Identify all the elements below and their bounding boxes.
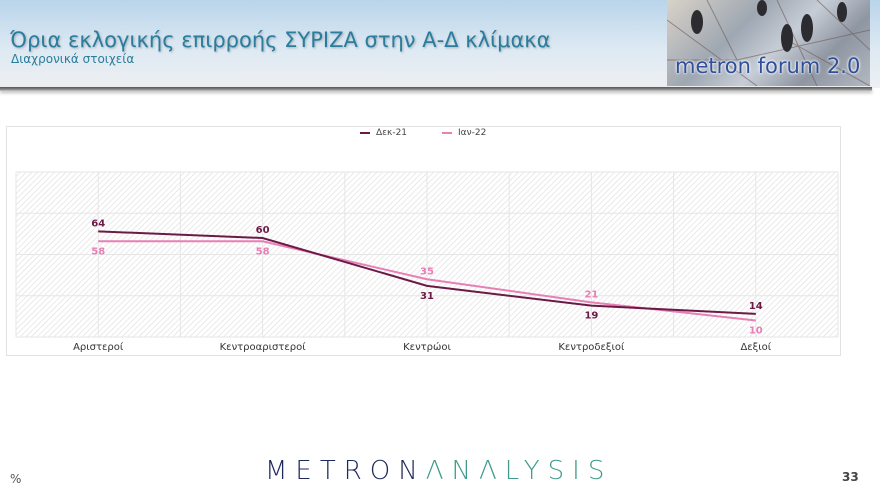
unit-label: %: [10, 472, 22, 486]
x-axis-label: Κεντροαριστεροί: [219, 342, 306, 353]
data-label: 31: [420, 291, 434, 302]
x-axis-label: Κεντρώοι: [403, 342, 451, 353]
x-axis-label: Αριστεροί: [73, 342, 124, 353]
data-label: 35: [420, 266, 434, 277]
data-labels: 64 60 31 19 14 58 58 35 21 10: [91, 218, 763, 336]
data-label: 19: [584, 311, 598, 322]
data-label: 10: [749, 326, 763, 337]
legend-item-jan22: Ιαν-22: [442, 128, 486, 138]
legend-swatch-jan22: [442, 132, 452, 134]
page-title: Όρια εκλογικής επιρροής ΣΥΡΙΖΑ στην Α-Δ …: [10, 28, 551, 52]
x-axis-label: Κεντροδεξιοί: [558, 342, 625, 353]
page-subtitle: Διαχρονικά στοιχεία: [11, 52, 135, 66]
data-label: 58: [256, 246, 270, 257]
series-line-0: [98, 230, 756, 315]
legend-label-jan22: Ιαν-22: [458, 128, 487, 138]
metron-forum-logo: metron forum 2.0: [667, 0, 870, 86]
metron-analysis-logo: METRONΛNΛLYSIS: [265, 456, 612, 486]
gridlines: [15, 171, 839, 338]
logo-text: metron forum 2.0: [675, 54, 861, 78]
x-axis-label: Δεξιοί: [740, 342, 772, 353]
page-number: 33: [842, 470, 859, 484]
brand-metron: METRON: [265, 456, 426, 486]
header-divider: [0, 87, 872, 91]
data-label: 64: [91, 218, 105, 229]
data-label: 60: [256, 225, 270, 236]
logo-background-pattern: [667, 0, 870, 86]
data-label: 14: [749, 301, 763, 312]
legend-label-dec21: Δεκ-21: [376, 128, 408, 138]
brand-analysis: ΛNΛLYSIS: [425, 456, 613, 486]
data-label: 58: [91, 246, 105, 257]
legend-swatch-dec21: [360, 132, 370, 134]
series-lines: [98, 230, 756, 322]
legend-item-dec21: Δεκ-21: [360, 128, 407, 138]
data-label: 21: [584, 289, 598, 300]
